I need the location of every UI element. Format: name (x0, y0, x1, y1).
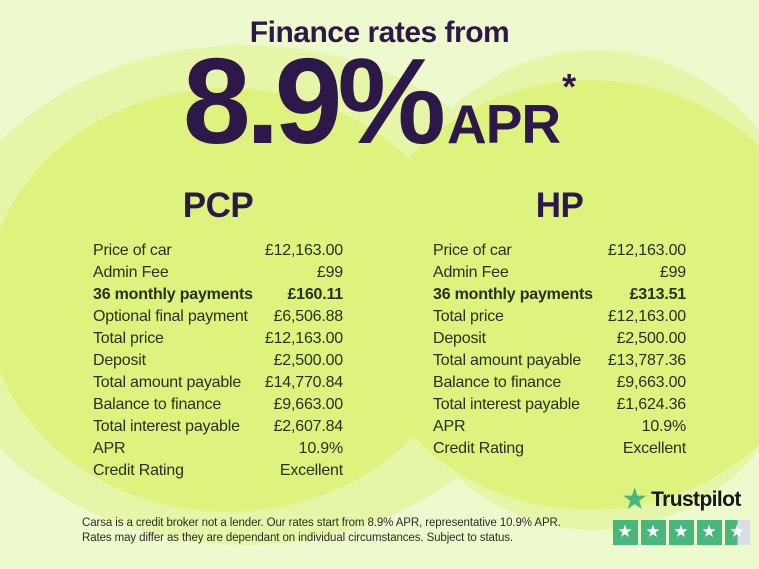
finance-row: Total price £12,163.00 (93, 329, 343, 349)
trustpilot-badge: ★ Trustpilot ★ ★ ★ ★ ★ (610, 482, 752, 545)
finance-row-value: £12,163.00 (264, 330, 343, 347)
disclaimer-line-1: Carsa is a credit broker not a lender. O… (82, 517, 561, 529)
apr-rate-value: 8.9% (182, 33, 446, 169)
finance-row: 36 monthly payments £160.11 (93, 285, 343, 305)
rating-star-box: ★ (668, 520, 694, 545)
finance-row-label: Deposit (433, 330, 486, 347)
banner-title: Finance rates from (249, 16, 510, 49)
finance-row-label: Optional final payment (93, 308, 248, 325)
finance-row-value: £99 (659, 264, 686, 281)
disclaimer: Carsa is a credit broker not a lender. O… (82, 516, 612, 546)
rating-star-box: ★ (696, 520, 722, 545)
rating-star-box: ★ (724, 520, 750, 545)
finance-row-label: Balance to finance (433, 374, 562, 391)
hp-rows: Price of car £12,163.00 Admin Fee £99 36 mon… (433, 241, 686, 459)
finance-row-label: Admin Fee (433, 264, 509, 281)
finance-row: Total amount payable £13,787.36 (433, 351, 686, 371)
finance-row-value: £12,163.00 (607, 308, 686, 325)
finance-row-value: £313.51 (629, 286, 687, 303)
finance-row: Total amount payable £14,770.84 (93, 373, 343, 393)
background-blob-bright-right (355, 80, 759, 510)
trustpilot-star-icon: ★ (621, 482, 649, 517)
finance-row-value: £1,624.36 (616, 396, 687, 413)
finance-row: Optional final payment £6,506.88 (93, 307, 343, 327)
finance-row-label: Total amount payable (433, 352, 582, 369)
apr-rate-unit: APR (446, 93, 561, 155)
rating-star-box: ★ (612, 520, 638, 545)
finance-row-label: Total price (93, 330, 164, 347)
finance-row-label: Balance to finance (93, 396, 222, 413)
finance-row-label: 36 monthly payments (433, 286, 593, 303)
finance-row: Price of car £12,163.00 (93, 241, 343, 261)
finance-row-label: Admin Fee (93, 264, 169, 281)
finance-row: Total price £12,163.00 (433, 307, 686, 327)
finance-row-value: £6,506.88 (273, 308, 344, 325)
finance-row-label: Price of car (433, 242, 512, 259)
finance-row: Credit Rating Excellent (93, 461, 343, 481)
finance-row-value: £13,787.36 (607, 352, 686, 369)
finance-row-value: £99 (316, 264, 343, 281)
pcp-column: PCP Price of car £12,163.00 Admin Fee £99 36… (93, 186, 343, 483)
finance-row-value: £14,770.84 (264, 374, 343, 391)
trustpilot-wordmark: Trustpilot (651, 488, 741, 511)
rating-star-icon: ★ (701, 522, 717, 542)
finance-row-label: 36 monthly payments (93, 286, 253, 303)
finance-row-value: £2,500.00 (273, 352, 344, 369)
finance-row: Deposit £2,500.00 (433, 329, 686, 349)
finance-row-label: Total amount payable (93, 374, 242, 391)
finance-row-label: Price of car (93, 242, 172, 259)
finance-row: APR 10.9% (93, 439, 343, 459)
finance-row-value: £2,500.00 (616, 330, 687, 347)
hp-column: HP Price of car £12,163.00 Admin Fee £99 36 … (433, 186, 686, 461)
trustpilot-logo-row: ★ Trustpilot (610, 482, 752, 517)
finance-row-value: £160.11 (287, 286, 343, 303)
disclaimer-line-2: Rates may differ as they are dependant o… (82, 532, 513, 544)
pcp-rows: Price of car £12,163.00 Admin Fee £99 36 mon… (93, 241, 343, 481)
apr-asterisk: * (562, 66, 577, 107)
rating-star-icon: ★ (729, 522, 745, 542)
finance-row-value: 10.9% (298, 440, 344, 457)
finance-row-value: £12,163.00 (607, 242, 686, 259)
finance-row-label: Deposit (93, 352, 146, 369)
finance-row: Balance to finance £9,663.00 (93, 395, 343, 415)
finance-row: Total interest payable £1,624.36 (433, 395, 686, 415)
hp-heading: HP (535, 186, 584, 225)
rating-star-icon: ★ (617, 522, 633, 542)
finance-row: Deposit £2,500.00 (93, 351, 343, 371)
finance-row-label: Credit Rating (433, 440, 524, 457)
finance-row-value: Excellent (622, 440, 686, 457)
finance-row-value: £2,607.84 (273, 418, 344, 435)
finance-row: 36 monthly payments £313.51 (433, 285, 686, 305)
finance-row-label: Total interest payable (93, 418, 240, 435)
finance-row-label: Total price (433, 308, 504, 325)
finance-row: Credit Rating Excellent (433, 439, 686, 459)
pcp-heading: PCP (182, 186, 254, 225)
finance-row-value: £12,163.00 (264, 242, 343, 259)
finance-row-value: 10.9% (641, 418, 687, 435)
finance-row-label: APR (93, 440, 126, 457)
rating-star-icon: ★ (673, 522, 689, 542)
finance-row: Admin Fee £99 (433, 263, 686, 283)
finance-row: Admin Fee £99 (93, 263, 343, 283)
finance-row: Total interest payable £2,607.84 (93, 417, 343, 437)
rating-star-icon: ★ (645, 522, 661, 542)
apr-rate-line: 8.9% APR * (0, 40, 759, 162)
finance-row-label: Credit Rating (93, 462, 184, 479)
finance-row-value: Excellent (279, 462, 343, 479)
trustpilot-rating: ★ ★ ★ ★ ★ (610, 520, 752, 545)
finance-row: Balance to finance £9,663.00 (433, 373, 686, 393)
finance-row-label: APR (433, 418, 466, 435)
rating-star-box: ★ (640, 520, 666, 545)
finance-row: APR 10.9% (433, 417, 686, 437)
finance-row-label: Total interest payable (433, 396, 580, 413)
finance-row: Price of car £12,163.00 (433, 241, 686, 261)
finance-row-value: £9,663.00 (273, 396, 344, 413)
finance-row-value: £9,663.00 (616, 374, 687, 391)
